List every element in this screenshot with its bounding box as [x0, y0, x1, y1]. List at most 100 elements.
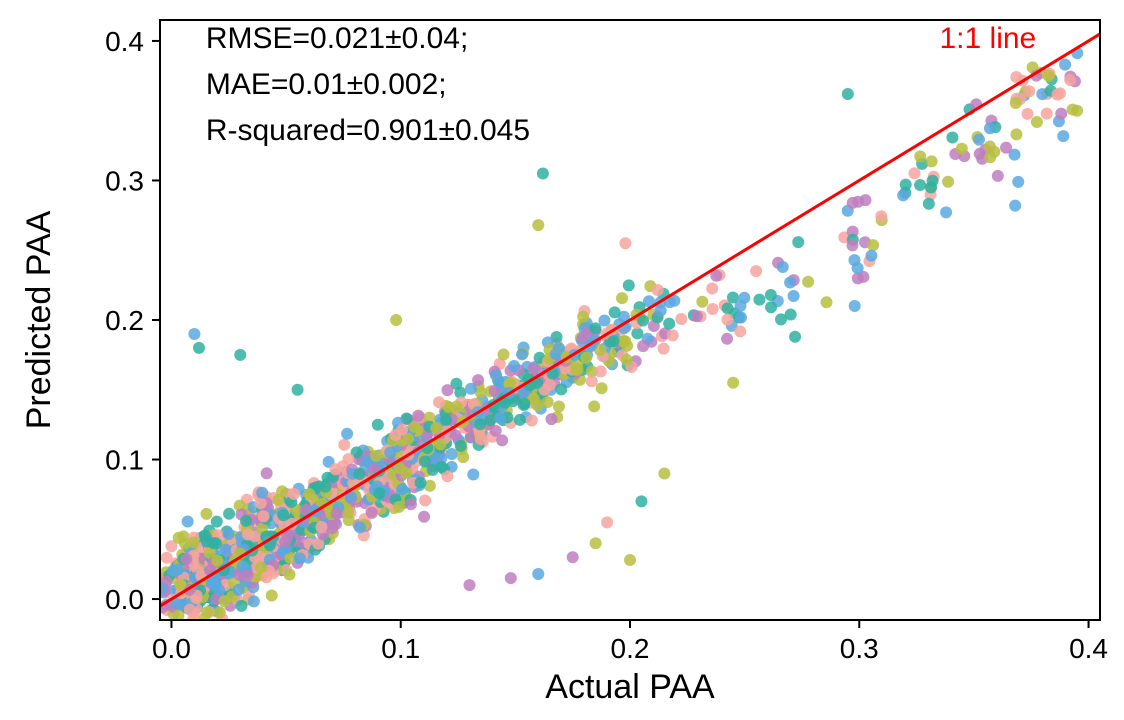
scatter-point: [494, 412, 506, 424]
scatter-point: [518, 398, 530, 410]
scatter-point: [213, 584, 225, 596]
scatter-point: [419, 494, 431, 506]
scatter-point: [188, 328, 200, 340]
scatter-chart: 0.00.10.20.30.40.00.10.20.30.4Actual PAA…: [0, 0, 1124, 720]
scatter-point: [276, 485, 288, 497]
scatter-point: [266, 589, 278, 601]
scatter-point: [1000, 142, 1012, 154]
scatter-point: [842, 88, 854, 100]
scatter-point: [220, 543, 232, 555]
scatter-point: [261, 467, 273, 479]
scatter-point: [490, 425, 502, 437]
chart-svg: 0.00.10.20.30.40.00.10.20.30.4Actual PAA…: [0, 0, 1124, 720]
scatter-point: [235, 600, 247, 612]
y-tick-label: 0.0: [105, 584, 144, 615]
scatter-point: [242, 529, 254, 541]
scatter-point: [180, 553, 192, 565]
scatter-point: [792, 236, 804, 248]
scatter-point: [553, 342, 565, 354]
scatter-point: [455, 440, 467, 452]
scatter-point: [691, 310, 703, 322]
scatter-point: [372, 419, 384, 431]
scatter-point: [595, 365, 607, 377]
scatter-point: [777, 261, 789, 273]
scatter-point: [184, 604, 196, 616]
scatter-point: [233, 584, 245, 596]
scatter-point: [542, 396, 554, 408]
scatter-point: [867, 239, 879, 251]
scatter-point: [655, 305, 667, 317]
scatter-point: [343, 514, 355, 526]
scatter-point: [279, 536, 291, 548]
scatter-point: [734, 325, 746, 337]
scatter-point: [1041, 108, 1053, 120]
scatter-point: [788, 290, 800, 302]
scatter-point: [1064, 74, 1076, 86]
scatter-point: [467, 469, 479, 481]
scatter-point: [498, 349, 510, 361]
scatter-point: [553, 400, 565, 412]
scatter-point: [735, 312, 747, 324]
scatter-point: [223, 528, 235, 540]
scatter-point: [474, 418, 486, 430]
y-tick-label: 0.1: [105, 445, 144, 476]
scatter-point: [588, 400, 600, 412]
scatter-point: [753, 294, 765, 306]
scatter-point: [590, 322, 602, 334]
scatter-point: [789, 331, 801, 343]
scatter-point: [926, 155, 938, 167]
scatter-point: [255, 497, 267, 509]
scatter-point: [319, 481, 331, 493]
scatter-point: [580, 352, 592, 364]
scatter-point: [441, 384, 453, 396]
scatter-point: [1010, 97, 1022, 109]
scatter-point: [396, 483, 408, 495]
scatter-point: [315, 521, 327, 533]
scatter-point: [865, 250, 877, 262]
scatter-point: [696, 296, 708, 308]
scatter-point: [214, 606, 226, 618]
scatter-point: [1009, 200, 1021, 212]
scatter-point: [802, 276, 814, 288]
scatter-point: [384, 447, 396, 459]
scatter-point: [973, 134, 985, 146]
scatter-point: [516, 348, 528, 360]
scatter-point: [577, 311, 589, 323]
scatter-point: [330, 507, 342, 519]
scatter-point: [211, 516, 223, 528]
x-axis-label: Actual PAA: [545, 668, 715, 706]
scatter-point: [464, 579, 476, 591]
scatter-point: [284, 568, 296, 580]
scatter-point: [619, 237, 631, 249]
x-tick-label: 0.0: [152, 633, 191, 664]
scatter-point: [623, 279, 635, 291]
scatter-point: [433, 396, 445, 408]
scatter-point: [721, 333, 733, 345]
scatter-point: [329, 463, 341, 475]
scatter-point: [721, 314, 733, 326]
scatter-point: [897, 189, 909, 201]
scatter-point: [490, 369, 502, 381]
scatter-point: [341, 428, 353, 440]
scatter-point: [260, 571, 272, 583]
scatter-point: [675, 313, 687, 325]
scatter-point: [601, 516, 613, 528]
scatter-point: [775, 313, 787, 325]
metrics-line: MAE=0.01±0.002;: [206, 68, 447, 101]
scatter-point: [436, 461, 448, 473]
scatter-point: [418, 511, 430, 523]
scatter-point: [277, 509, 289, 521]
x-tick-label: 0.2: [611, 633, 650, 664]
scatter-point: [635, 495, 647, 507]
scatter-point: [567, 551, 579, 563]
scatter-point: [188, 536, 200, 548]
scatter-point: [631, 327, 643, 339]
scatter-point: [1012, 176, 1024, 188]
scatter-point: [570, 364, 582, 376]
scatter-point: [590, 537, 602, 549]
scatter-point: [207, 537, 219, 549]
scatter-point: [248, 595, 260, 607]
scatter-point: [875, 210, 887, 222]
identity-line-label: 1:1 line: [940, 22, 1037, 55]
scatter-point: [821, 296, 833, 308]
